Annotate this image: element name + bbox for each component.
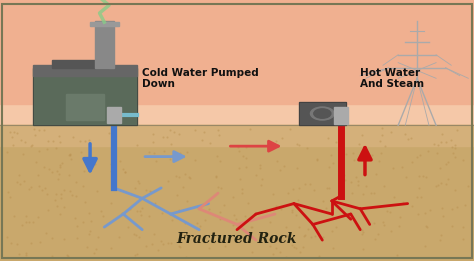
Bar — [0, 0, 474, 125]
Bar — [299, 102, 346, 125]
Bar — [334, 107, 348, 124]
Text: Fractured Rock: Fractured Rock — [177, 232, 297, 246]
Bar — [33, 68, 137, 125]
Bar — [0, 125, 474, 261]
Bar — [33, 68, 137, 125]
Circle shape — [310, 107, 334, 120]
Bar — [0, 125, 474, 146]
Bar — [299, 102, 346, 125]
Bar — [90, 22, 118, 26]
Bar — [52, 60, 109, 68]
Circle shape — [314, 109, 331, 118]
Bar — [0, 0, 474, 104]
Bar — [33, 65, 137, 76]
Text: Hot Water
And Steam: Hot Water And Steam — [360, 68, 424, 89]
Bar — [107, 107, 121, 123]
Text: Cold Water Pumped
Down: Cold Water Pumped Down — [142, 68, 259, 89]
Bar — [66, 94, 104, 120]
Bar — [95, 21, 114, 68]
